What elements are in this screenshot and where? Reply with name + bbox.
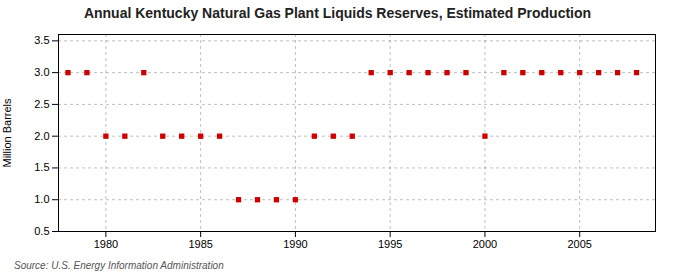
svg-text:1995: 1995 [378,238,402,250]
html-text:Annual Kentucky Natural Gas Pl: Annual Kentucky Natural Gas Plant Liquid… [83,5,592,21]
svg-text:2000: 2000 [473,238,497,250]
svg-text:Million Barrels: Million Barrels [1,98,13,168]
svg-text:2.5: 2.5 [34,98,49,110]
svg-text:0.5: 0.5 [34,225,49,237]
svg-text:2.0: 2.0 [34,130,49,142]
svg-text:2005: 2005 [567,238,591,250]
svg-text:1.0: 1.0 [34,193,49,205]
svg-text:1.5: 1.5 [34,161,49,173]
svg-text:1990: 1990 [283,238,307,250]
svg-text:3.5: 3.5 [34,34,49,46]
svg-text:1980: 1980 [94,238,118,250]
svg-text:3.0: 3.0 [34,66,49,78]
svg-text:1985: 1985 [188,238,212,250]
html-text:Source: U.S. Energy Informatio: Source: U.S. Energy Information Administ… [14,260,224,271]
